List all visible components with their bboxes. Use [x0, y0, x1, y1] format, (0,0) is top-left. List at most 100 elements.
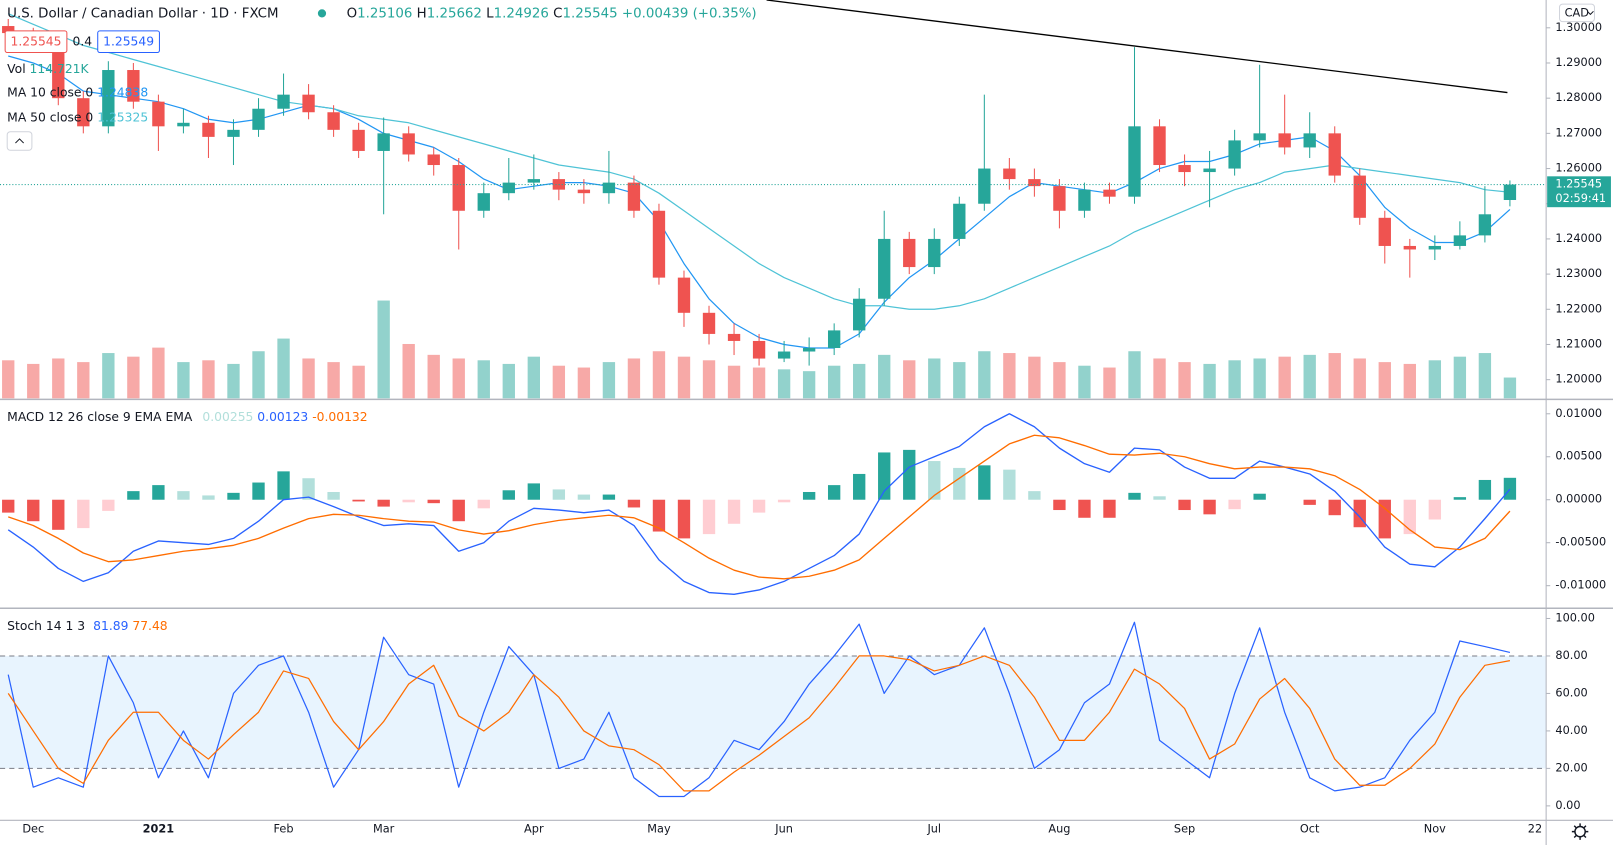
histogram-bar: [377, 499, 390, 507]
candle-body: [1178, 165, 1191, 173]
volume-bar: [1228, 360, 1241, 399]
legend-value: 77.48: [132, 618, 167, 632]
volume-bar: [1203, 363, 1216, 399]
candle-body: [802, 347, 816, 352]
histogram-bar: [427, 499, 440, 504]
currency-button[interactable]: [1558, 3, 1595, 23]
histogram-bar: [452, 499, 465, 522]
collapse-legend-button[interactable]: [6, 131, 33, 151]
candle-body: [1078, 189, 1091, 211]
histogram-bar: [853, 473, 866, 500]
trend-line: [766, 0, 1508, 94]
histogram-bar: [702, 499, 716, 535]
band-fill: [0, 655, 1547, 769]
volume-bar: [1428, 360, 1442, 399]
candle-body: [827, 330, 841, 348]
candle-body: [77, 98, 90, 127]
histogram-bar: [577, 494, 591, 500]
volume-bar: [1053, 362, 1066, 399]
x-tick-label: Aug: [1048, 823, 1070, 836]
volume-bar: [752, 367, 766, 399]
settings-button[interactable]: [1571, 823, 1589, 840]
volume-bar: [727, 365, 741, 399]
volume-bar: [827, 365, 841, 399]
histogram-bar: [953, 467, 966, 500]
histogram-bar: [802, 491, 816, 500]
currency-caret: [1586, 10, 1594, 16]
candle-body: [1253, 133, 1266, 141]
histogram-bar: [928, 461, 941, 500]
volume-bar: [1003, 353, 1016, 399]
volume-bar: [802, 371, 816, 399]
histogram-bar: [77, 499, 90, 529]
candle-body: [452, 165, 465, 211]
histogram-bar: [302, 478, 315, 500]
x-tick-label: 2021: [143, 823, 175, 836]
y-tick-label: 40.00: [1555, 724, 1587, 737]
volume-bar: [202, 360, 215, 399]
volume-bar: [477, 360, 490, 399]
volume-bar: [1353, 358, 1366, 399]
ma10-legend: MA 10 close 0 1.24838: [7, 85, 148, 99]
candle-body: [777, 351, 791, 359]
candle-body: [727, 333, 741, 341]
volume-bar: [377, 300, 390, 399]
histogram-bar: [627, 499, 641, 508]
x-tick-label: Oct: [1300, 823, 1320, 836]
legend-name: Stoch 14 1 3: [7, 618, 85, 632]
candle-body: [502, 182, 515, 194]
y-tick-label: 1.23000: [1555, 267, 1602, 280]
candle-body: [277, 94, 290, 109]
histogram-bar: [1253, 493, 1266, 500]
x-tick-label: 22: [1528, 823, 1542, 836]
ohlc-legend: O1.25106 H1.25662 L1.24926 C1.25545 +0.0…: [347, 6, 757, 21]
volume-bar: [277, 338, 290, 399]
histogram-bar: [903, 449, 916, 500]
volume-bar: [102, 353, 115, 399]
histogram-bar: [552, 489, 566, 500]
histogram-bar: [352, 499, 365, 502]
volume-bar: [227, 363, 240, 399]
candle-body: [602, 182, 616, 194]
candle-body: [352, 129, 365, 151]
histogram-bar: [1128, 492, 1141, 500]
y-tick-label: 1.26000: [1555, 162, 1602, 175]
macd-line: [8, 434, 1511, 580]
histogram-bar: [602, 494, 616, 500]
candle-body: [1478, 214, 1492, 236]
volume-bar: [1078, 365, 1091, 399]
volume-bar: [402, 343, 415, 399]
histogram-bar: [227, 492, 240, 500]
sell-button[interactable]: [4, 30, 68, 54]
volume-bar: [52, 358, 65, 399]
y-tick-label: 1.29000: [1555, 56, 1602, 69]
volume-bar: [1378, 362, 1391, 399]
y-tick-label: -0.01000: [1555, 579, 1606, 592]
x-tick-label: Sep: [1174, 823, 1195, 836]
candle-body: [2, 26, 15, 34]
buy-button[interactable]: [97, 30, 160, 54]
histogram-bar: [277, 471, 290, 500]
symbol-title[interactable]: U.S. Dollar / Canadian Dollar · 1D · FXC…: [7, 6, 278, 21]
histogram-bar: [1153, 496, 1166, 500]
histogram-bar: [752, 499, 766, 513]
candle-body: [577, 189, 591, 194]
last-price-box: [1547, 176, 1611, 208]
legend-value: -0.00132: [312, 409, 367, 423]
volume-bar: [903, 360, 916, 399]
volume-bar: [252, 351, 265, 399]
histogram-bar: [1378, 499, 1391, 539]
histogram-bar: [152, 485, 165, 500]
stoch-legend: Stoch 14 1 3 81.89 77.48: [7, 618, 167, 632]
histogram-bar: [1503, 477, 1517, 500]
legend-value: 114.721K: [30, 61, 90, 75]
y-tick-label: 1.20000: [1555, 373, 1602, 386]
candle-body: [677, 277, 691, 313]
candle-body: [1028, 179, 1041, 187]
candle-body: [102, 70, 115, 127]
ohlc-label: O: [347, 6, 358, 21]
histogram-bar: [1003, 469, 1016, 500]
volume-bar: [1503, 377, 1517, 399]
volume-bar: [1153, 358, 1166, 399]
